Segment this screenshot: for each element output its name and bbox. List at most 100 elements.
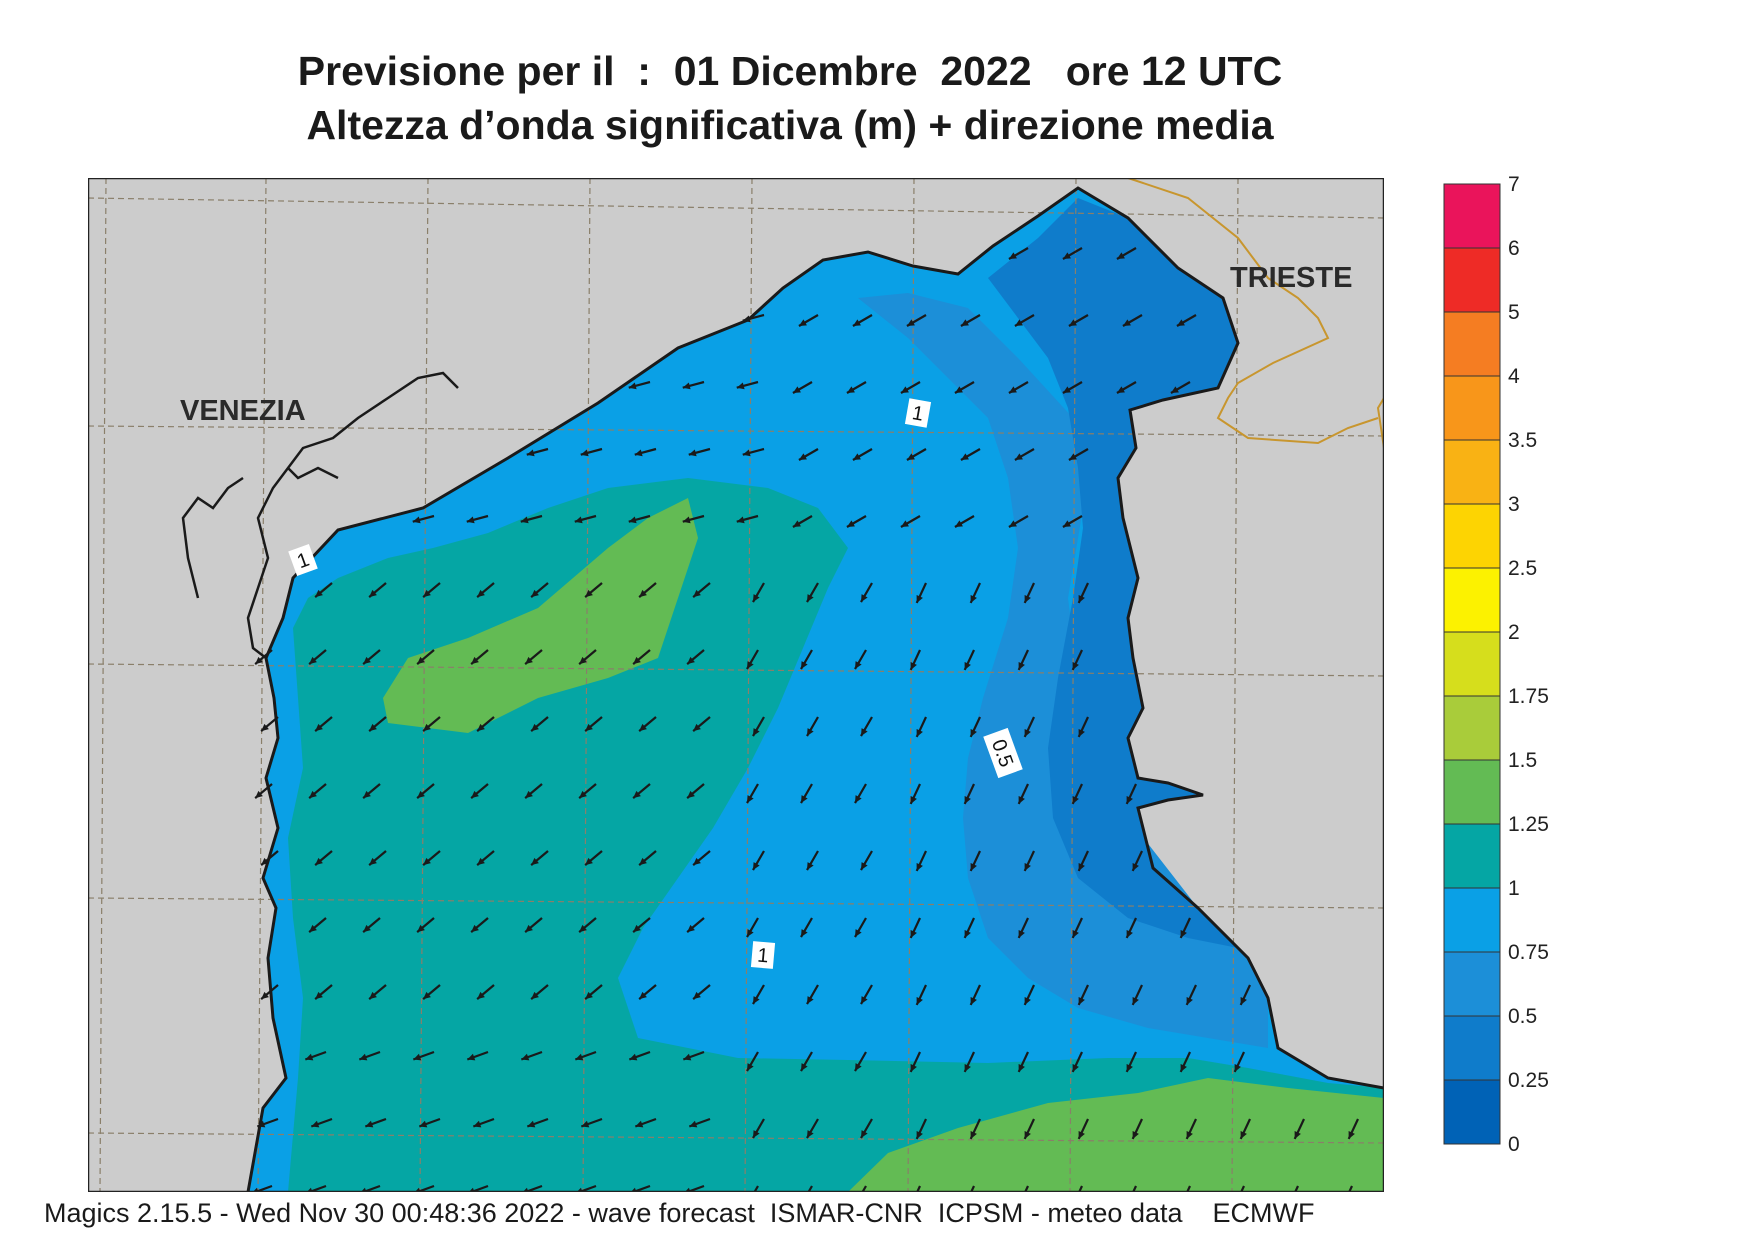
- wave-arrow-head: [585, 723, 593, 732]
- wave-arrow-head: [477, 589, 485, 598]
- legend-label: 7: [1508, 176, 1520, 196]
- wave-arrow-head: [1126, 1063, 1133, 1072]
- legend-swatch: [1443, 247, 1501, 313]
- wave-arrow-head: [742, 315, 751, 323]
- legend-label: 4: [1508, 365, 1520, 388]
- wave-arrow-head: [1294, 1130, 1301, 1139]
- legend-swatch: [1443, 887, 1501, 953]
- wave-arrow-head: [693, 857, 701, 866]
- wave-arrow-head: [954, 520, 963, 527]
- wave-arrow-head: [369, 589, 377, 598]
- wave-arrow-head: [683, 1053, 692, 1061]
- legend-swatch: [1443, 567, 1501, 633]
- wave-arrow-head: [581, 1120, 590, 1128]
- legend-swatch: [1443, 183, 1501, 249]
- wave-arrow-head: [801, 661, 808, 670]
- wave-arrow-head: [417, 656, 425, 665]
- wave-arrow-head: [1062, 252, 1071, 259]
- wave-arrow-head: [473, 1120, 482, 1128]
- wave-arrow-head: [633, 924, 641, 933]
- wave-arrow-head: [970, 862, 977, 871]
- wave-arrow-head: [1240, 1130, 1247, 1139]
- wave-arrow-head: [1122, 319, 1131, 326]
- wave-arrow-head: [852, 319, 861, 326]
- wave-arrow: [1023, 1185, 1029, 1192]
- wave-arrow-head: [1068, 319, 1077, 326]
- wave-arrow-head: [1024, 996, 1031, 1005]
- wave-arrow-head: [579, 656, 587, 665]
- svg-text:1: 1: [756, 945, 769, 968]
- wave-arrow-head: [585, 589, 593, 598]
- wave-arrow-head: [255, 790, 263, 799]
- legend-swatch: [1443, 1079, 1501, 1145]
- wave-arrow-head: [801, 929, 808, 938]
- wave-arrow-head: [525, 656, 533, 665]
- wave-arrow-head: [970, 1130, 977, 1139]
- wave-arrow-head: [531, 589, 539, 598]
- wave-arrow-head: [807, 862, 814, 871]
- wave-arrow: [252, 1184, 273, 1192]
- wave-arrow-head: [1078, 728, 1085, 737]
- legend-label: 1.75: [1508, 685, 1549, 708]
- wave-arrow-head: [736, 382, 745, 390]
- wave-arrow-head: [798, 453, 807, 460]
- wave-arrow-head: [639, 723, 647, 732]
- legend-swatch: [1443, 311, 1501, 377]
- wave-arrow-head: [359, 1053, 368, 1061]
- wave-arrow: [576, 1184, 597, 1192]
- wave-arrow-head: [315, 589, 323, 598]
- wave-arrow-head: [682, 516, 691, 524]
- wave-arrow-head: [906, 453, 915, 460]
- wave-arrow-head: [309, 924, 317, 933]
- wave-arrow: [684, 1184, 705, 1192]
- wave-arrow-head: [1132, 862, 1139, 871]
- wave-arrow-head: [916, 862, 923, 871]
- wave-arrow-head: [1180, 1063, 1187, 1072]
- wave-arrow-head: [807, 594, 814, 603]
- wave-arrow-head: [633, 790, 641, 799]
- wave-arrow-head: [423, 991, 431, 1000]
- legend-swatch: [1443, 695, 1501, 761]
- wave-arrow-head: [855, 795, 862, 804]
- wave-arrow-head: [916, 996, 923, 1005]
- wave-arrow-head: [900, 520, 909, 527]
- wave-arrow-head: [846, 386, 855, 393]
- wave-arrow-head: [580, 449, 589, 457]
- wave-arrow-head: [417, 790, 425, 799]
- wave-arrow-head: [1132, 996, 1139, 1005]
- wave-arrow-head: [1126, 795, 1133, 804]
- wave-arrow-head: [467, 1053, 476, 1061]
- wave-arrow: [1131, 1185, 1137, 1192]
- wave-arrow-head: [1068, 453, 1077, 460]
- wave-arrow-head: [1116, 252, 1125, 259]
- legend-label: 6: [1508, 237, 1520, 260]
- wave-arrow-head: [477, 857, 485, 866]
- wave-arrow-head: [309, 790, 317, 799]
- wave-arrow-head: [742, 449, 751, 457]
- legend-swatch: [1443, 375, 1501, 441]
- wave-arrow: [414, 1184, 435, 1192]
- wave-arrow-head: [423, 857, 431, 866]
- wave-arrow-head: [575, 1053, 584, 1061]
- wave-arrow-head: [753, 996, 760, 1005]
- wave-arrow-head: [305, 1053, 314, 1061]
- wave-arrow-head: [628, 516, 637, 524]
- wave-arrow-head: [807, 1130, 814, 1139]
- wave-arrow-head: [1008, 386, 1017, 393]
- wave-arrow-head: [753, 594, 760, 603]
- national-border: [1127, 178, 1384, 449]
- wave-arrow-head: [964, 1063, 971, 1072]
- coastline: [246, 186, 1384, 1192]
- wave-arrow-head: [1072, 929, 1079, 938]
- chart-title-line2: Altezza d’onda significativa (m) + direz…: [306, 102, 1274, 148]
- wave-arrow-head: [471, 924, 479, 933]
- wave-arrow-head: [520, 516, 529, 524]
- wave-arrow-head: [753, 1130, 760, 1139]
- wave-arrow: [630, 1184, 651, 1192]
- wave-arrow-head: [585, 991, 593, 1000]
- wave-arrow-head: [846, 520, 855, 527]
- wave-arrow-head: [910, 661, 917, 670]
- wave-arrow-head: [792, 520, 801, 527]
- wave-arrow: [807, 1185, 813, 1192]
- wave-arrow-head: [363, 656, 371, 665]
